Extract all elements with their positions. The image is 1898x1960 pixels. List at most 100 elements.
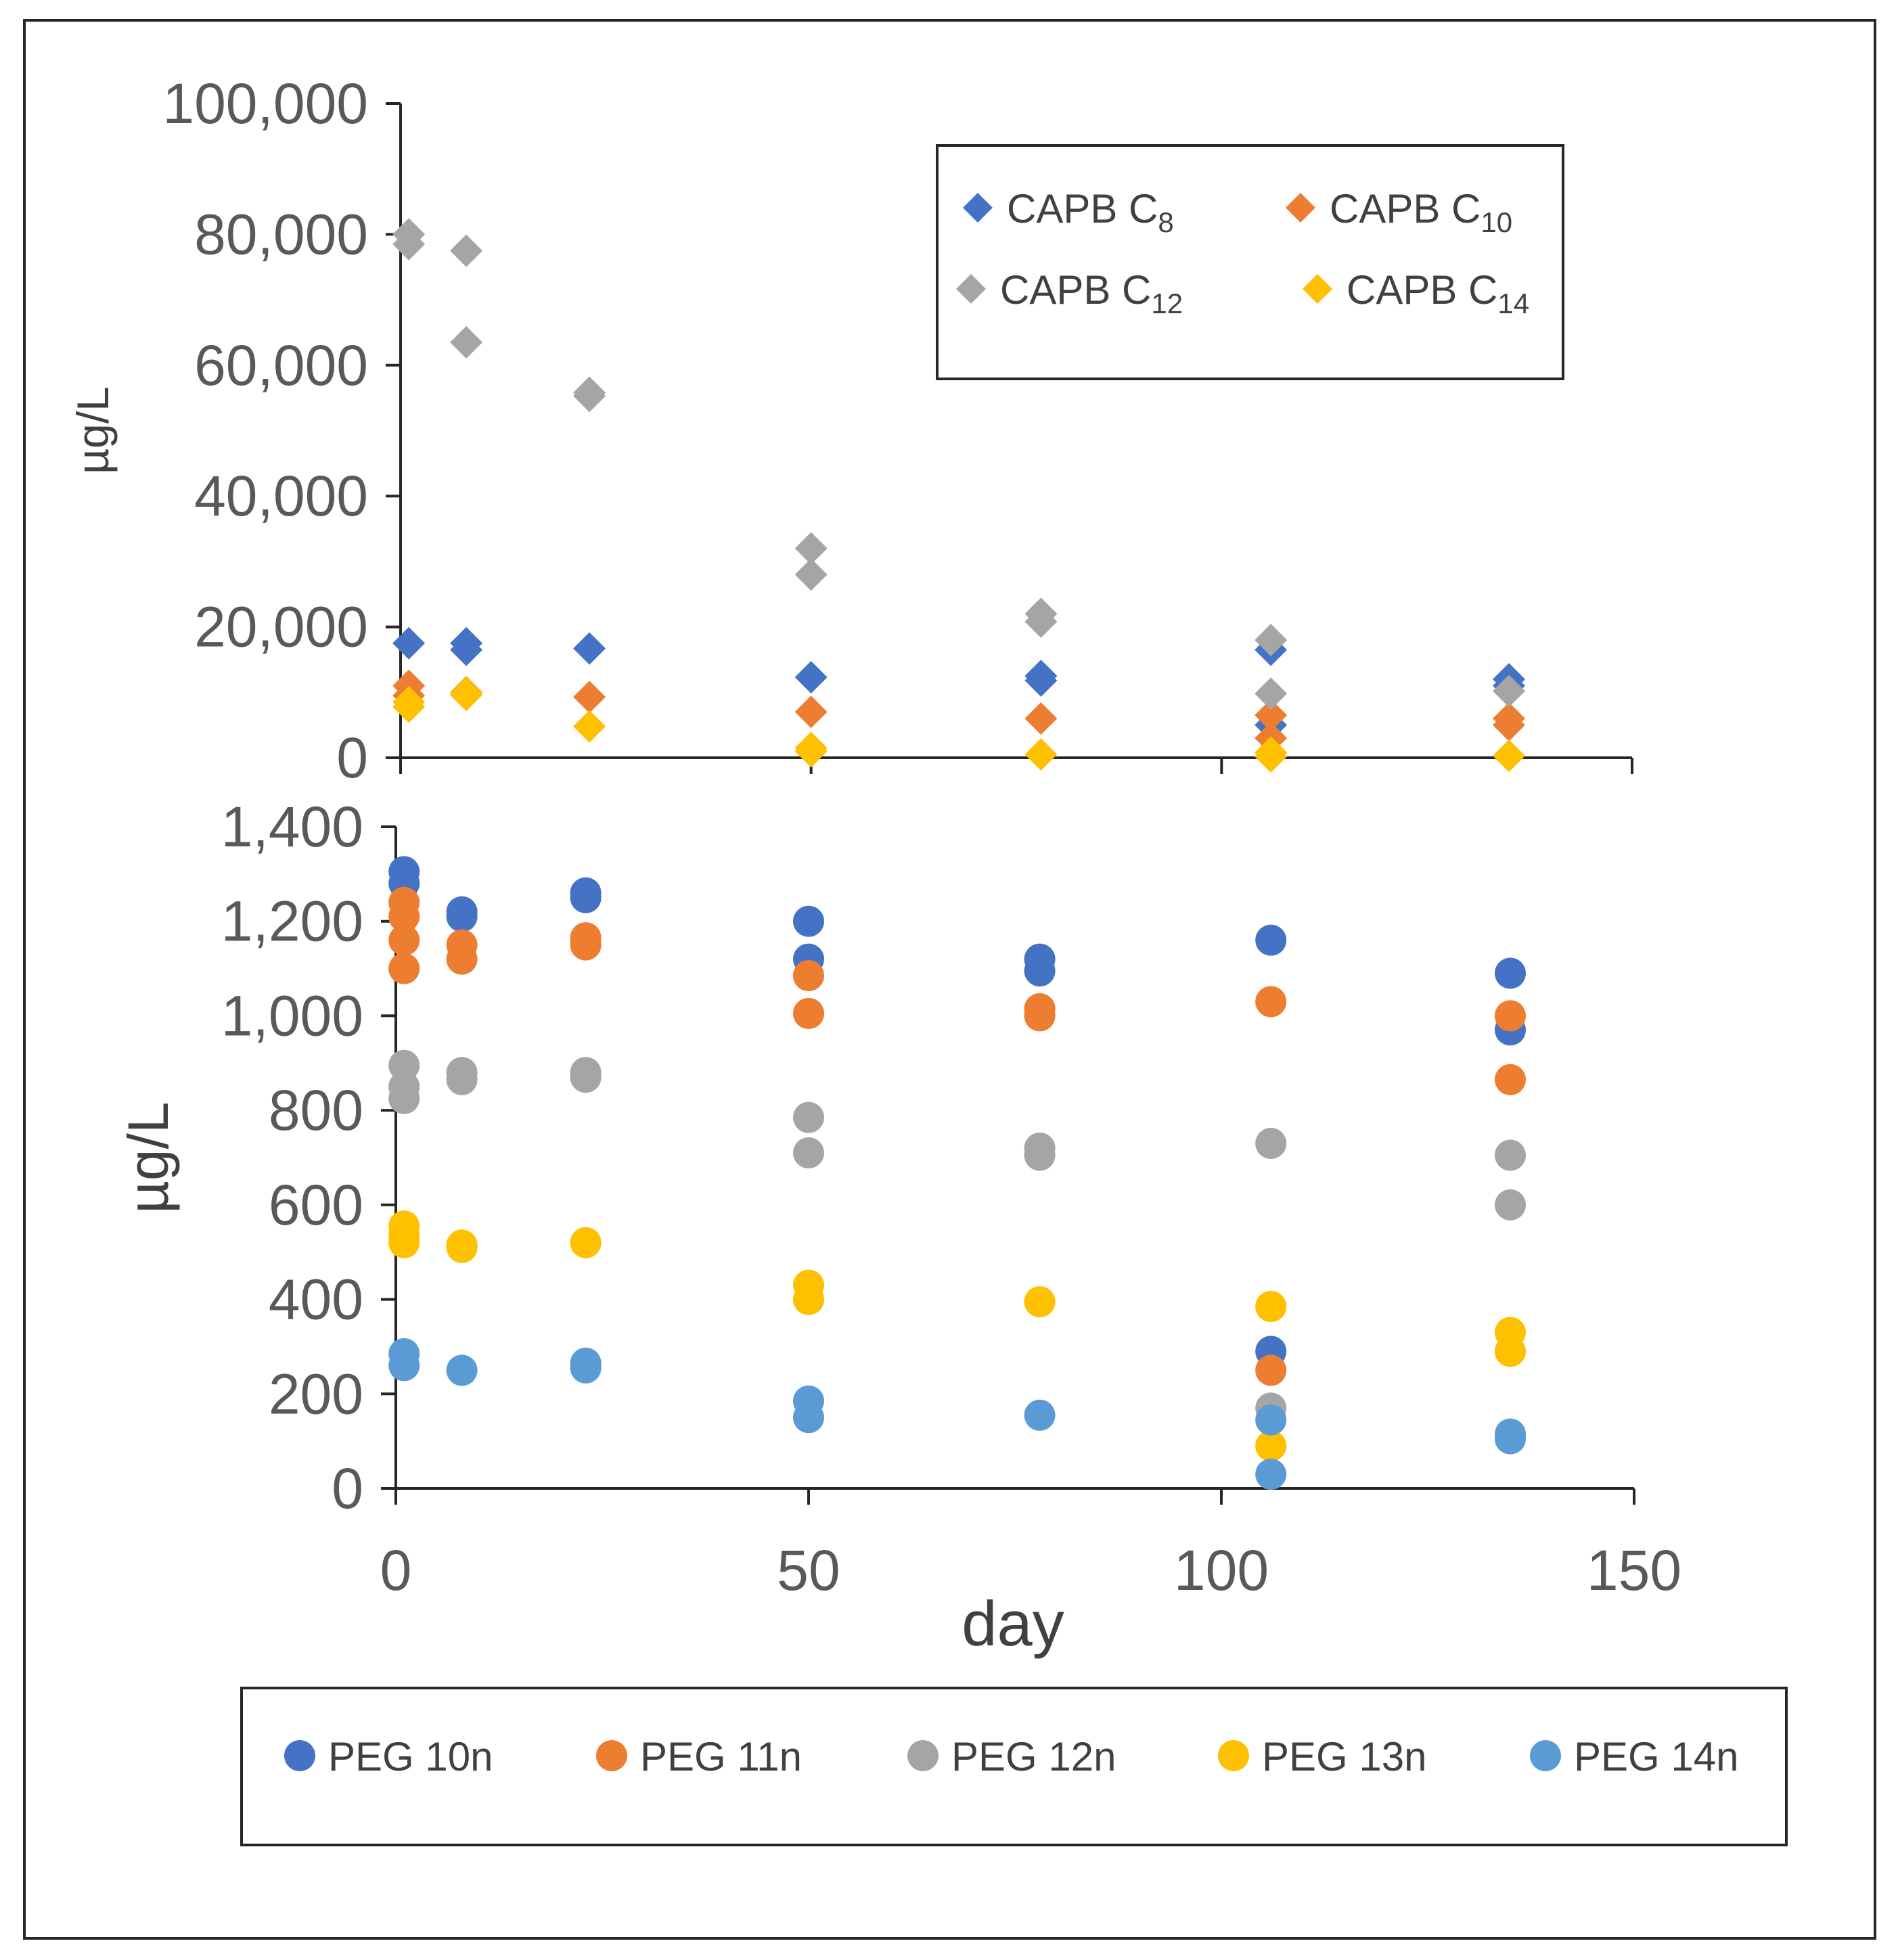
data-point <box>1255 1459 1287 1490</box>
data-point <box>446 1231 478 1263</box>
data-point <box>392 690 426 723</box>
data-point <box>573 380 606 413</box>
legend-label: PEG 12n <box>951 1734 1116 1779</box>
legend-label: CAPB C8 <box>1007 186 1174 238</box>
bottom-x-tick-label: 50 <box>777 1539 840 1602</box>
data-point <box>1495 1064 1526 1095</box>
top-y-ticks: 0 20,000 40,000 60,000 80,000 100,000 <box>162 72 401 790</box>
bottom-y-tick-label: 1,400 <box>221 795 363 859</box>
data-point <box>450 325 483 359</box>
series-capb-c12 <box>392 218 1525 710</box>
data-point <box>573 632 606 665</box>
data-point <box>573 710 606 743</box>
data-point <box>1495 1423 1526 1455</box>
data-point <box>388 1227 420 1258</box>
data-point <box>1024 702 1058 735</box>
data-point <box>793 997 824 1029</box>
data-point <box>794 661 828 694</box>
bottom-legend-box <box>240 1687 1788 1846</box>
top-data-points <box>392 218 1525 773</box>
data-point <box>793 905 824 937</box>
data-point <box>1495 1139 1526 1171</box>
data-point <box>1255 986 1287 1018</box>
data-point <box>1495 1336 1526 1367</box>
data-point <box>1024 1399 1056 1431</box>
bottom-y-tick-label: 200 <box>269 1362 363 1426</box>
legend-item-capb-c8: CAPB C8 <box>963 186 1174 238</box>
data-point <box>1255 677 1288 710</box>
data-point <box>793 1402 824 1434</box>
data-point <box>1495 1000 1526 1032</box>
data-point <box>1255 924 1287 956</box>
data-point <box>1255 1128 1287 1160</box>
legend-item-peg-11n: PEG 11n <box>596 1734 802 1779</box>
data-point <box>793 960 824 992</box>
data-point <box>1255 1354 1287 1386</box>
top-y-tick-label: 100,000 <box>162 72 368 135</box>
bottom-data-points <box>388 856 1526 1490</box>
data-point <box>1255 1404 1287 1436</box>
data-point <box>1495 957 1526 989</box>
data-point <box>1024 1000 1056 1032</box>
data-point <box>1024 1139 1056 1171</box>
bottom-y-tick-label: 600 <box>269 1173 363 1237</box>
data-point <box>1024 1286 1056 1318</box>
data-point <box>1493 675 1525 708</box>
data-point <box>392 626 426 660</box>
bottom-x-ticks: 0 50 100 150 <box>380 1488 1681 1602</box>
series-peg-14n <box>388 1338 1526 1490</box>
data-point <box>450 677 483 710</box>
data-point <box>570 1062 602 1093</box>
data-point <box>570 1227 602 1258</box>
data-point <box>793 1137 824 1169</box>
data-point <box>793 1283 824 1315</box>
data-point <box>1024 738 1058 771</box>
series-capb-c10 <box>392 669 1525 754</box>
data-point <box>1255 623 1288 656</box>
bottom-y-tick-label: 1,200 <box>221 890 363 953</box>
legend-label: CAPB C12 <box>1000 267 1183 319</box>
data-point <box>446 1064 478 1095</box>
data-point <box>1493 739 1525 773</box>
data-point <box>388 901 420 932</box>
series-peg-13n <box>388 1210 1526 1462</box>
legend-label: PEG 11n <box>640 1734 802 1779</box>
data-point <box>388 953 420 984</box>
top-y-tick-label: 60,000 <box>194 334 368 397</box>
legend-marker-circle <box>284 1740 315 1771</box>
data-point <box>1493 708 1525 742</box>
data-point <box>1024 955 1056 987</box>
data-point <box>388 1049 420 1081</box>
legend-item-peg-13n: PEG 13n <box>1218 1734 1427 1779</box>
legend-item-peg-10n: PEG 10n <box>284 1734 493 1779</box>
data-point <box>794 731 828 765</box>
legend-marker-circle <box>1530 1740 1561 1771</box>
data-point <box>1255 1291 1287 1323</box>
top-y-axis-title: µg/L <box>68 386 118 474</box>
bottom-y-axis-title: µg/L <box>116 1101 180 1213</box>
bottom-legend: PEG 10n PEG 11n PEG 12n PEG 13n PEG 14n <box>240 1687 1788 1846</box>
data-point <box>794 696 828 729</box>
bottom-y-tick-label: 400 <box>269 1268 363 1331</box>
legend-marker-diamond <box>963 193 993 223</box>
data-point <box>392 227 426 260</box>
top-y-tick-label: 0 <box>336 726 368 790</box>
legend-marker-circle <box>596 1740 627 1771</box>
data-point <box>793 1101 824 1133</box>
data-point <box>450 234 483 267</box>
data-point <box>388 1082 420 1114</box>
bottom-y-tick-label: 800 <box>269 1078 363 1142</box>
legend-item-capb-c10: CAPB C10 <box>1286 186 1512 238</box>
top-y-tick-label: 40,000 <box>194 464 368 528</box>
bottom-y-ticks: 0 200 400 600 800 1,000 1,200 1,400 <box>221 795 396 1520</box>
bottom-panel: 0 200 400 600 800 1,000 1,200 1,400 0 50 100 150 µ… <box>116 795 1788 1846</box>
data-point <box>388 924 420 956</box>
top-panel: 0 20,000 40,000 60,000 80,000 100,000 µg/L CA… <box>68 72 1633 790</box>
data-point <box>1255 1430 1287 1462</box>
data-point <box>1255 740 1288 773</box>
legend-item-peg-14n: PEG 14n <box>1530 1734 1739 1779</box>
top-y-tick-label: 80,000 <box>194 202 368 266</box>
legend-marker-circle <box>1218 1740 1249 1771</box>
data-point <box>446 901 478 932</box>
